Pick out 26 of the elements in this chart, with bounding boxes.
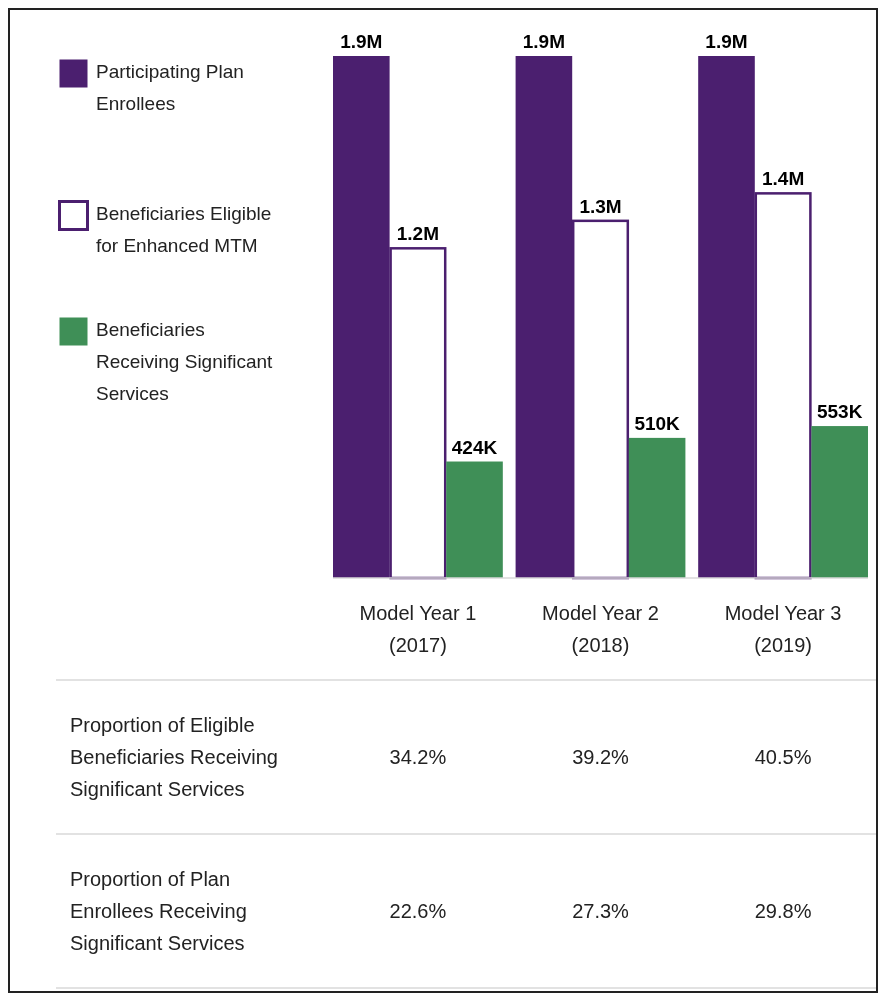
text: 39.2%	[572, 746, 629, 768]
text: 22.6%	[389, 900, 447, 922]
data-label: 1.3M	[579, 195, 622, 217]
text: 34.2%	[389, 746, 447, 768]
legend-label: Participating Plan Enrollees	[96, 61, 244, 114]
bar	[628, 437, 686, 578]
text: 29.8%	[754, 900, 812, 922]
text: 40.5%	[754, 746, 812, 768]
data-label: 424K	[451, 436, 498, 458]
bar	[811, 426, 868, 578]
x-tick-label: Model Year 2 (2018)	[542, 602, 659, 656]
data-label: 1.9M	[522, 31, 566, 52]
x-tick-label: Model Year 3 (2019)	[724, 602, 842, 656]
bar	[446, 461, 503, 578]
category-label: Proportion of Eligible Beneficiaries Receiving Significant Services	[70, 714, 278, 800]
data-label: 510K	[634, 412, 681, 434]
data-label: 1.2M	[396, 223, 440, 245]
text: 27.3%	[572, 900, 629, 922]
legend-label: Beneficiaries Eligible for Enhanced MTM	[96, 203, 272, 256]
x-tick-label: Model Year 1 (2017)	[359, 602, 477, 656]
data-label: 1.4M	[761, 168, 805, 190]
data-label: 553K	[816, 401, 863, 423]
data-label: 1.9M	[340, 31, 383, 52]
category-label: Proportion of Plan Enrollees Receiving Significant Services	[70, 868, 247, 954]
legend-label: Beneficiaries Receiving Significant Services	[96, 319, 274, 404]
data-label: 1.9M	[705, 31, 748, 52]
